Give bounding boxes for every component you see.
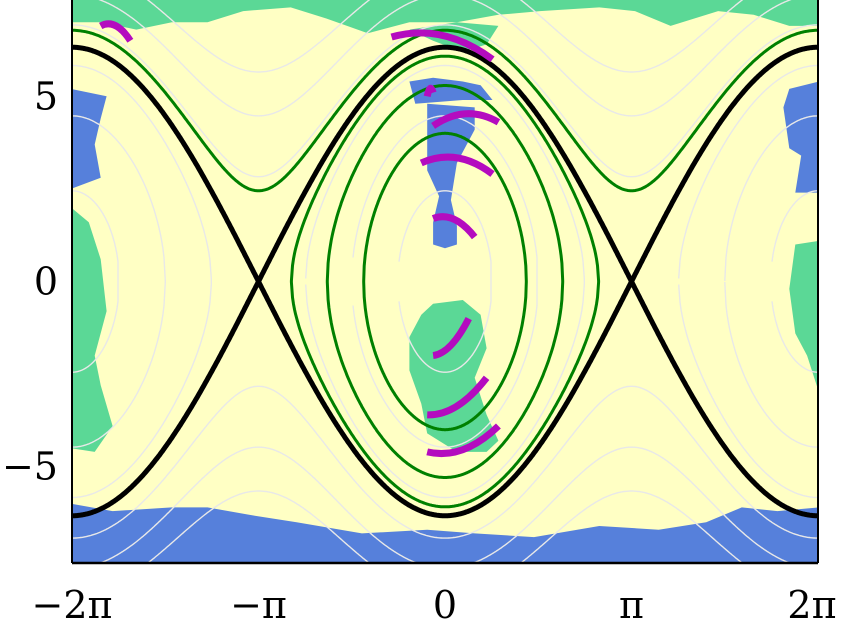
highlight-arc-4 — [419, 153, 495, 177]
energy-contour-8-0 — [146, 0, 818, 563]
region-green-3 — [789, 240, 818, 390]
y-tick-label-0: 5 — [34, 74, 58, 118]
energy-contour-4-2 — [724, 115, 818, 448]
trajectory-open-0 — [72, 28, 818, 193]
separatrix-upper — [72, 44, 818, 288]
energy-contour-3-0 — [72, 190, 119, 373]
highlight-arc-8 — [426, 423, 501, 458]
energy-contour-5-2 — [678, 64, 818, 499]
highlight-arc-3 — [431, 110, 501, 129]
trajectory-closed-2 — [325, 84, 565, 479]
energy-contour-5-0 — [72, 64, 212, 499]
energy-contour-4-0 — [72, 115, 166, 448]
trajectory-closed-1 — [289, 54, 601, 509]
plot-area — [72, 0, 818, 563]
region-green-2 — [72, 208, 113, 452]
region-blue-9 — [783, 81, 818, 193]
region-blue-6 — [427, 103, 475, 249]
region-blue-7 — [409, 77, 493, 104]
separatrix — [72, 44, 818, 519]
region-blue-5 — [72, 503, 818, 563]
y-tick-label-1: 0 — [34, 260, 58, 304]
x-tick-label-0: −2π — [32, 583, 113, 625]
region-green-0 — [72, 0, 818, 34]
x-tick-label-1: −π — [230, 583, 287, 625]
x-tick-label-2: 0 — [433, 583, 457, 625]
y-tick-label-2: −5 — [2, 445, 58, 489]
highlight-arc-5 — [431, 213, 478, 240]
energy-contour-5-1 — [305, 64, 585, 499]
trajectories — [72, 28, 818, 509]
energy-contour-3-2 — [771, 190, 818, 373]
highlight-arc-7 — [427, 375, 490, 419]
energy-contour-6-0 — [72, 24, 818, 539]
energy-contour-3-1 — [398, 190, 492, 373]
energy-contour-4-1 — [352, 115, 538, 448]
energy-contours — [72, 0, 818, 563]
highlight-arc-2 — [423, 84, 437, 98]
highlight-arc-1 — [390, 29, 495, 63]
basin-regions — [72, 0, 818, 563]
x-tick-labels: −2π −π 0 π 2π — [32, 583, 837, 625]
x-tick-label-3: π — [619, 583, 644, 625]
region-blue-8 — [72, 89, 107, 189]
trajectory-closed-3 — [362, 131, 528, 432]
separatrix-lower — [72, 275, 818, 519]
energy-contour-7-0 — [98, 0, 818, 563]
y-tick-labels: 5 0 −5 — [2, 74, 58, 488]
highlight-arc-6 — [432, 316, 472, 360]
axes — [71, 0, 819, 565]
highlight-arc-0 — [99, 20, 134, 43]
x-tick-label-4: 2π — [787, 583, 836, 625]
highlight-arcs — [99, 20, 501, 458]
